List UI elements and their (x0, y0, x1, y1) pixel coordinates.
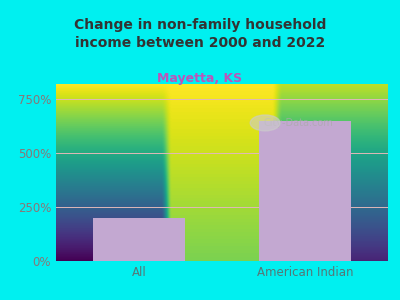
Text: Mayetta, KS: Mayetta, KS (158, 72, 242, 85)
Bar (259, 121, 351, 261)
Bar (93, 218, 185, 261)
Text: Change in non-family household
income between 2000 and 2022: Change in non-family household income be… (74, 18, 326, 50)
Circle shape (250, 115, 280, 131)
Text: City-Data.com: City-Data.com (264, 118, 333, 128)
